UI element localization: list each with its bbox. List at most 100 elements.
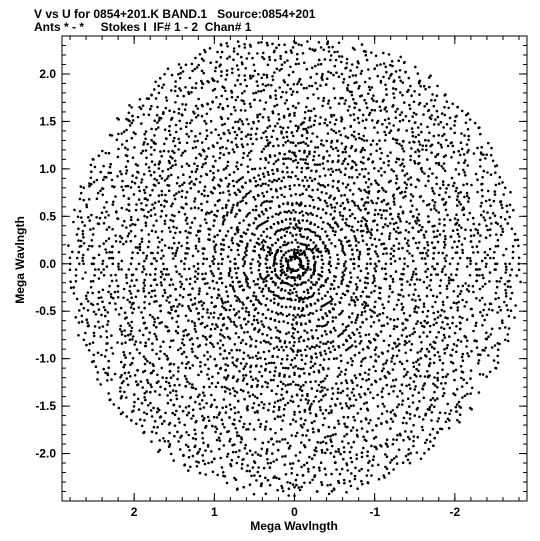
uv-point (462, 378, 466, 382)
uv-point (351, 312, 354, 315)
uv-point (356, 220, 360, 224)
uv-point (212, 262, 215, 266)
uv-point (455, 403, 459, 406)
uv-point (400, 288, 404, 292)
uv-point (450, 273, 453, 276)
uv-point (343, 269, 347, 272)
uv-point (160, 154, 163, 158)
uv-point (210, 301, 213, 305)
uv-point (134, 380, 138, 383)
uv-point (272, 361, 276, 365)
uv-point (138, 189, 141, 193)
uv-point (91, 291, 94, 295)
uv-point (340, 55, 344, 58)
uv-point (293, 248, 296, 251)
uv-point (266, 126, 269, 129)
uv-point (350, 472, 353, 475)
uv-point (160, 86, 164, 89)
uv-point (313, 420, 316, 423)
uv-point (212, 287, 216, 290)
uv-point (252, 291, 256, 294)
uv-point (354, 466, 357, 470)
uv-point (249, 137, 253, 140)
uv-point (224, 89, 227, 93)
uv-point (291, 483, 295, 486)
uv-point (386, 349, 390, 353)
uv-point (349, 336, 352, 340)
uv-point (438, 358, 442, 362)
uv-point (345, 57, 349, 61)
uv-point (423, 319, 427, 323)
uv-point (391, 277, 395, 281)
uv-point (260, 210, 264, 214)
uv-point (261, 332, 264, 336)
uv-point (277, 43, 281, 47)
uv-point (499, 308, 503, 312)
uv-point (169, 305, 173, 309)
uv-point (319, 250, 323, 254)
uv-point (374, 380, 378, 384)
uv-point (448, 195, 451, 199)
uv-point (325, 374, 329, 378)
uv-point (465, 381, 469, 385)
uv-point (275, 476, 278, 480)
uv-point (249, 262, 252, 266)
uv-point (156, 246, 160, 249)
uv-point (141, 316, 145, 320)
uv-point (216, 233, 219, 237)
uv-point (275, 189, 278, 193)
uv-point (314, 64, 317, 68)
uv-point (206, 350, 209, 354)
uv-point (279, 415, 282, 419)
uv-point (308, 372, 311, 376)
uv-point (457, 400, 461, 404)
uv-point (222, 220, 225, 223)
uv-point (235, 143, 238, 147)
uv-point (432, 104, 436, 108)
uv-point (408, 437, 411, 441)
uv-point (300, 134, 304, 138)
uv-point (251, 406, 254, 410)
uv-point (433, 347, 436, 350)
uv-point (234, 109, 237, 112)
uv-point (82, 186, 85, 189)
x-tick-label: 0 (291, 505, 298, 519)
uv-point (388, 237, 391, 241)
uv-point (237, 179, 240, 182)
uv-point (330, 242, 333, 245)
uv-point (345, 62, 349, 65)
uv-point (218, 146, 222, 150)
uv-point (344, 67, 347, 70)
uv-point (260, 41, 263, 44)
uv-point (401, 305, 405, 309)
uv-point (488, 271, 492, 274)
uv-point (414, 150, 417, 154)
uv-point (126, 234, 130, 238)
uv-point (201, 431, 204, 435)
uv-point (86, 321, 89, 324)
uv-point (297, 340, 301, 343)
uv-point (299, 417, 303, 420)
uv-point (276, 415, 280, 418)
uv-point (470, 349, 473, 353)
uv-point (124, 172, 128, 175)
uv-point (203, 218, 207, 221)
uv-point (384, 133, 388, 137)
uv-point (322, 157, 325, 160)
uv-point (245, 428, 248, 431)
uv-point (248, 158, 252, 161)
uv-point (90, 244, 94, 248)
uv-point (351, 193, 355, 196)
uv-point (335, 266, 338, 270)
uv-point (387, 295, 391, 298)
uv-point (267, 287, 271, 290)
uv-point (153, 184, 157, 187)
uv-point (334, 230, 337, 233)
y-tick-label: 0.5 (39, 209, 56, 223)
uv-point (393, 342, 397, 345)
uv-point (92, 310, 96, 314)
uv-point (162, 149, 166, 153)
uv-point (253, 328, 256, 331)
uv-point (318, 406, 322, 409)
uv-point (213, 257, 216, 261)
